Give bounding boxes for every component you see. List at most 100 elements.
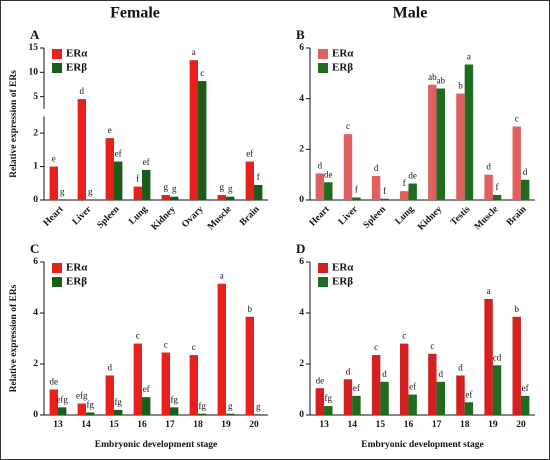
significance-letter: fg [114, 397, 122, 407]
bar [114, 161, 123, 200]
legend-swatch [318, 63, 328, 73]
significance-letter: d [382, 369, 387, 379]
significance-letter: d [374, 163, 379, 173]
bar [114, 409, 123, 415]
x-tick-label: 16 [137, 420, 147, 430]
y-axis-label: Relative expression of ERs [9, 70, 19, 178]
bar [428, 353, 437, 415]
x-tick-label: 14 [81, 420, 91, 430]
significance-letter: f [383, 186, 386, 196]
x-tick-label: 15 [109, 420, 119, 430]
significance-letter: f [403, 178, 406, 188]
x-tick-label: Liver [71, 204, 94, 227]
significance-letter: fg [86, 400, 94, 410]
significance-letter: g [60, 186, 65, 196]
panel-label: D [296, 241, 305, 256]
y-tick-label: 15 [29, 43, 39, 53]
bar [315, 388, 325, 415]
bar [58, 199, 67, 200]
x-tick-label: Brain [238, 204, 262, 228]
significance-letter: g [228, 401, 233, 411]
x-tick-label: 19 [221, 420, 231, 430]
significance-letter: d [346, 366, 351, 376]
x-tick-label: Lung [394, 204, 417, 227]
y-tick-label: 4 [33, 308, 38, 318]
significance-letter: de [50, 377, 59, 387]
panel-label: A [30, 27, 40, 42]
y-tick-label: 0 [299, 195, 304, 205]
legend-swatch [52, 263, 62, 273]
bar [520, 179, 530, 200]
significance-letter: d [439, 369, 444, 379]
significance-letter: ef [143, 384, 150, 394]
significance-letter: c [200, 68, 204, 78]
significance-letter: b [458, 81, 463, 91]
bar [170, 407, 179, 415]
bar [352, 197, 361, 200]
x-tick-label: Heart [308, 204, 332, 228]
legend-label: ERα [66, 48, 88, 60]
x-tick-label: 19 [488, 420, 498, 430]
significance-letter: de [316, 375, 325, 385]
legend-label: ERα [332, 262, 354, 274]
significance-letter: a [192, 47, 196, 57]
bar [371, 355, 381, 415]
bar [492, 365, 502, 415]
significance-letter: ef [522, 383, 529, 393]
bar [371, 175, 381, 200]
bar [464, 64, 474, 200]
bar [226, 196, 235, 200]
y-tick-label: 2 [33, 128, 38, 138]
y-tick-label: 2 [299, 359, 304, 369]
significance-letter: c [515, 114, 519, 124]
column-header: Male [393, 5, 428, 22]
bar [380, 198, 389, 200]
x-axis-label: Embryonic development stage [95, 440, 217, 450]
x-tick-label: Liver [337, 204, 360, 227]
bar [58, 407, 67, 415]
significance-letter: f [355, 185, 358, 195]
x-tick-label: Spleen [362, 204, 389, 231]
bar [217, 194, 226, 200]
x-tick-label: Kidney [416, 204, 444, 232]
significance-letter: d [108, 363, 113, 373]
bar [315, 173, 325, 200]
significance-letter: cd [493, 352, 502, 362]
x-tick-label: Brain [505, 204, 529, 228]
bar [77, 403, 86, 415]
bar [254, 414, 263, 415]
bar [484, 174, 493, 200]
significance-letter: f [496, 182, 499, 192]
bar [436, 88, 445, 200]
x-tick-label: Lung [127, 204, 150, 227]
y-axis-label: Relative expression of ERs [9, 284, 19, 392]
y-tick-label: 5 [33, 92, 38, 102]
significance-letter: f [136, 174, 139, 184]
x-tick-label: Muscle [206, 205, 234, 233]
y-tick-label: 6 [299, 43, 304, 53]
legend-swatch [318, 263, 328, 273]
y-tick-label: 1 [33, 162, 38, 172]
x-tick-label: 13 [319, 420, 329, 430]
bar [189, 355, 198, 415]
significance-letter: ef [409, 382, 416, 392]
bar [428, 84, 437, 200]
x-tick-label: 13 [53, 420, 63, 430]
legend-swatch [318, 49, 328, 59]
significance-letter: g [164, 182, 169, 192]
x-tick-label: Testis [449, 204, 472, 227]
x-tick-label: Spleen [96, 204, 123, 231]
significance-letter: ef [246, 149, 253, 159]
x-tick-label: 18 [460, 420, 470, 430]
bar [343, 379, 353, 415]
bar [400, 343, 409, 415]
bar [217, 283, 226, 415]
bar [86, 412, 95, 415]
legend-label: ERα [66, 262, 88, 274]
significance-letter: d [318, 160, 323, 170]
significance-letter: d [458, 363, 463, 373]
bar [343, 134, 353, 200]
significance-letter: de [408, 171, 417, 181]
bar [512, 126, 521, 200]
